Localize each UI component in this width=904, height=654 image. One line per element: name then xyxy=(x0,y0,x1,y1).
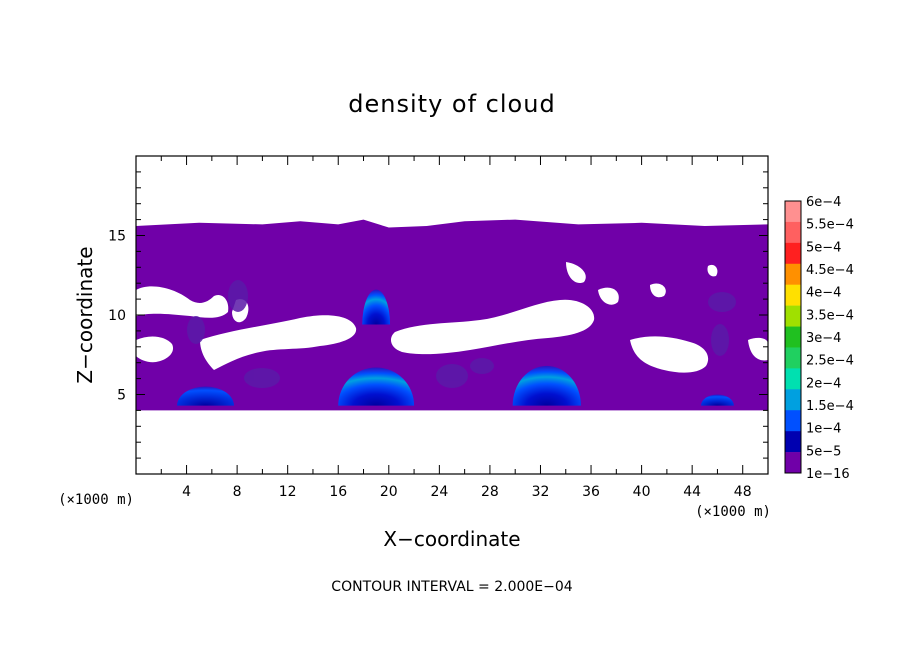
colorbar-swatch xyxy=(785,201,801,223)
x-axis-ticks: 4 8 12 16 20 24 28 32 36 40 44 48 xyxy=(135,156,769,500)
x-axis-unit: (×1000 m) xyxy=(695,504,771,520)
colorbar-swatch xyxy=(785,389,801,411)
x-tick-label: 48 xyxy=(734,484,752,500)
x-tick-label: 44 xyxy=(683,484,701,500)
clear-pocket xyxy=(136,336,174,363)
x-tick-label: 24 xyxy=(430,484,448,500)
cloud-core-5 xyxy=(701,394,734,406)
colorbar-swatch xyxy=(785,221,801,244)
clear-pocket xyxy=(630,336,709,373)
colorbar-label: 1e−4 xyxy=(806,422,841,437)
weak-patch xyxy=(708,292,736,312)
cloud-core-2 xyxy=(338,367,415,406)
colorbar-swatch xyxy=(785,410,801,432)
colorbar-swatch xyxy=(785,347,801,369)
x-tick-label: 12 xyxy=(279,484,297,500)
colorbar-label: 2.5e−4 xyxy=(806,354,854,369)
x-tick-label: 40 xyxy=(633,484,651,500)
contour-interval-note: CONTOUR INTERVAL = 2.000E−04 xyxy=(331,579,572,595)
colorbar-frame xyxy=(784,200,802,474)
colorbar-swatch xyxy=(785,242,801,265)
colorbar-label: 4.5e−4 xyxy=(806,263,854,278)
x-tick-label: 28 xyxy=(481,484,499,500)
colorbar-label: 6e−4 xyxy=(806,195,841,210)
clear-pocket xyxy=(598,287,619,305)
weak-patch xyxy=(470,358,494,374)
x-tick-label: 16 xyxy=(329,484,347,500)
weak-patch xyxy=(228,280,248,312)
y-tick-label: 5 xyxy=(117,388,126,404)
plot-area xyxy=(136,219,768,411)
colorbar-label: 4e−4 xyxy=(806,286,841,301)
weak-patch xyxy=(436,364,468,388)
colorbar-label: 3.5e−4 xyxy=(806,308,854,323)
colorbar-swatch xyxy=(785,452,801,474)
cloud-core-3 xyxy=(362,289,391,325)
cloud-layer xyxy=(136,219,768,411)
clear-pocket xyxy=(650,283,666,298)
colorbar-label: 5.5e−4 xyxy=(806,218,854,233)
cloud-cores xyxy=(177,289,734,406)
clear-pocket xyxy=(566,262,586,284)
x-tick-label: 36 xyxy=(582,484,600,500)
colorbar-label: 1.5e−4 xyxy=(806,399,854,414)
x-tick-label: 32 xyxy=(532,484,550,500)
clear-pocket xyxy=(707,264,718,277)
colorbar-label: 5e−4 xyxy=(806,240,841,255)
colorbar-label: 2e−4 xyxy=(806,376,841,391)
colorbar-label: 5e−5 xyxy=(806,444,841,459)
weak-patch xyxy=(187,316,205,344)
clear-pocket xyxy=(390,299,595,355)
colorbar-swatch xyxy=(785,284,801,306)
weak-patch xyxy=(711,324,729,356)
x-tick-label: 8 xyxy=(233,484,242,500)
y-tick-label: 10 xyxy=(108,308,126,324)
x-tick-label: 4 xyxy=(182,484,191,500)
colorbar-swatch xyxy=(785,263,801,285)
y-axis-unit: (×1000 m) xyxy=(58,492,134,508)
colorbar-label: 1e−16 xyxy=(806,467,850,482)
weak-patch xyxy=(244,368,280,388)
clear-pocket xyxy=(136,286,229,318)
colorbar: 6e−4 5.5e−4 5e−4 4.5e−4 4e−4 3.5e−4 3e−4 2.5e−4… xyxy=(784,195,854,482)
colorbar-swatch xyxy=(785,326,801,348)
y-tick-label: 15 xyxy=(108,229,126,245)
clear-pocket xyxy=(200,315,357,370)
colorbar-swatch xyxy=(785,368,801,390)
colorbar-label: 3e−4 xyxy=(806,331,841,346)
colorbar-swatch xyxy=(785,431,801,453)
y-axis-ticks: 5 10 15 xyxy=(108,171,768,459)
weak-density-patches xyxy=(187,280,736,388)
colorbar-swatch xyxy=(785,305,801,327)
x-axis-label: X−coordinate xyxy=(383,527,520,551)
y-axis-label: Z−coordinate xyxy=(73,246,97,383)
clear-pocket xyxy=(748,337,768,361)
cloud-core-1 xyxy=(177,386,234,406)
cloud-core-4 xyxy=(512,365,581,406)
chart-title: density of cloud xyxy=(348,90,555,118)
x-tick-label: 20 xyxy=(380,484,398,500)
